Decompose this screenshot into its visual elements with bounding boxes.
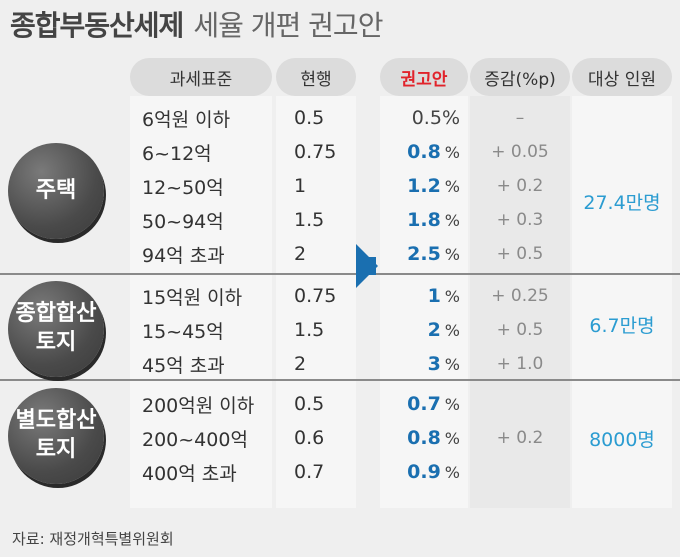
bracket-cell: 6억원 이하 bbox=[142, 108, 231, 131]
current-rate-cell: 0.5 bbox=[294, 107, 325, 129]
header-proposal: 권고안 bbox=[380, 58, 468, 96]
percent-sign: % bbox=[444, 462, 460, 482]
proposal-rate-value: 0.8 bbox=[407, 141, 441, 163]
proposal-column-bg bbox=[380, 96, 468, 508]
change-value: + 0.25 bbox=[491, 286, 549, 306]
title-main: 종합부동산세제 bbox=[10, 9, 184, 42]
proposal-rate-cell: 2.5% bbox=[380, 237, 460, 271]
badge-label-line: 주택 bbox=[35, 177, 77, 203]
group-divider bbox=[0, 273, 680, 275]
proposal-rate-cell: 0.8% bbox=[380, 421, 460, 455]
target-count: 6.7만명 bbox=[589, 314, 655, 337]
current-rate-cell: 2 bbox=[294, 353, 307, 375]
right-arrow-icon bbox=[356, 244, 378, 288]
group-badge-housing: 주택 bbox=[8, 143, 104, 239]
proposal-rate-value: 0.7 bbox=[407, 393, 441, 415]
proposal-rate-value: 0.5 bbox=[411, 107, 442, 129]
header-current: 현행 bbox=[276, 58, 356, 96]
percent-sign: % bbox=[444, 210, 460, 230]
badge-label-line: 종합합산 bbox=[15, 301, 97, 327]
current-rate-cell: 0.6 bbox=[294, 427, 325, 449]
current-rate-cell: 0.7 bbox=[294, 461, 325, 483]
proposal-rate-cell: 1.8% bbox=[380, 203, 460, 237]
bracket-cell: 12~50억 bbox=[142, 176, 224, 199]
percent-sign: % bbox=[444, 244, 460, 264]
target-column-bg bbox=[572, 96, 672, 508]
percent-sign: % bbox=[444, 394, 460, 414]
current-rate-cell: 1 bbox=[294, 175, 307, 197]
header-bracket: 과세표준 bbox=[130, 58, 272, 96]
percent-sign: % bbox=[444, 354, 460, 374]
change-value: – bbox=[515, 108, 525, 128]
group-divider bbox=[0, 379, 680, 381]
group-badge-comprehensive-land: 종합합산 토지 bbox=[8, 281, 104, 377]
percent-sign: % bbox=[444, 286, 460, 306]
change-value: + 0.2 bbox=[496, 428, 544, 448]
target-count: 27.4만명 bbox=[583, 191, 661, 214]
percent-sign: % bbox=[444, 142, 460, 162]
proposal-rate-cell: 1.2% bbox=[380, 169, 460, 203]
proposal-rate-value: 2 bbox=[427, 319, 441, 341]
current-rate-cell: 1.5 bbox=[294, 319, 325, 341]
change-column-bg bbox=[470, 96, 570, 508]
proposal-rate-value: 1.8 bbox=[407, 209, 441, 231]
current-rate-cell: 0.5 bbox=[294, 393, 325, 415]
bracket-cell: 6~12억 bbox=[142, 142, 212, 165]
bracket-cell: 200~400억 bbox=[142, 428, 248, 451]
bracket-cell: 400억 초과 bbox=[142, 462, 237, 485]
proposal-rate-value: 1 bbox=[427, 285, 441, 307]
bracket-column-bg bbox=[130, 96, 272, 508]
proposal-rate-value: 3 bbox=[427, 353, 441, 375]
bracket-cell: 45억 초과 bbox=[142, 354, 225, 377]
badge-label-line: 토지 bbox=[35, 330, 77, 355]
header-change: 증감(%p) bbox=[470, 58, 570, 96]
proposal-rate-value: 0.8 bbox=[407, 427, 441, 449]
current-rate-cell: 1.5 bbox=[294, 209, 325, 231]
proposal-rate-value: 2.5 bbox=[407, 243, 441, 265]
change-value: + 0.05 bbox=[491, 142, 549, 162]
page-title: 종합부동산세제 세율 개편 권고안 bbox=[10, 4, 383, 44]
percent-sign: % bbox=[444, 176, 460, 196]
current-column-bg bbox=[276, 96, 356, 508]
change-value: + 0.5 bbox=[496, 320, 544, 340]
proposal-rate-cell: 0.9% bbox=[380, 455, 460, 489]
percent-sign: % bbox=[444, 320, 460, 340]
current-rate-cell: 2 bbox=[294, 243, 307, 265]
title-rest: 세율 개편 권고안 bbox=[193, 9, 383, 42]
change-value: + 0.2 bbox=[496, 176, 544, 196]
proposal-rate-cell: 3% bbox=[380, 347, 460, 381]
group-badge-separate-land: 별도합산 토지 bbox=[8, 388, 104, 484]
proposal-rate-value: 1.2 bbox=[407, 175, 441, 197]
source-note: 자료: 재정개혁특별위원회 bbox=[12, 530, 174, 548]
bracket-cell: 50~94억 bbox=[142, 210, 224, 233]
bracket-cell: 200억원 이하 bbox=[142, 394, 255, 417]
bracket-cell: 15~45억 bbox=[142, 320, 224, 343]
proposal-rate-cell: 1% bbox=[380, 279, 460, 313]
badge-label-line: 별도합산 bbox=[15, 408, 97, 434]
percent-sign: % bbox=[441, 107, 460, 129]
change-value: + 0.3 bbox=[496, 210, 544, 230]
current-rate-cell: 0.75 bbox=[294, 285, 337, 307]
proposal-rate-cell: 0.5% bbox=[380, 101, 460, 135]
proposal-rate-value: 0.9 bbox=[407, 461, 441, 483]
target-count: 8000명 bbox=[589, 428, 655, 451]
badge-label-line: 토지 bbox=[35, 437, 77, 462]
proposal-rate-cell: 0.7% bbox=[380, 387, 460, 421]
change-value: + 1.0 bbox=[496, 354, 544, 374]
percent-sign: % bbox=[444, 428, 460, 448]
bracket-cell: 15억원 이하 bbox=[142, 286, 243, 309]
proposal-rate-cell: 0.8% bbox=[380, 135, 460, 169]
change-value: + 0.5 bbox=[496, 244, 544, 264]
header-target: 대상 인원 bbox=[572, 58, 672, 96]
current-rate-cell: 0.75 bbox=[294, 141, 337, 163]
proposal-rate-cell: 2% bbox=[380, 313, 460, 347]
bracket-cell: 94억 초과 bbox=[142, 244, 225, 267]
